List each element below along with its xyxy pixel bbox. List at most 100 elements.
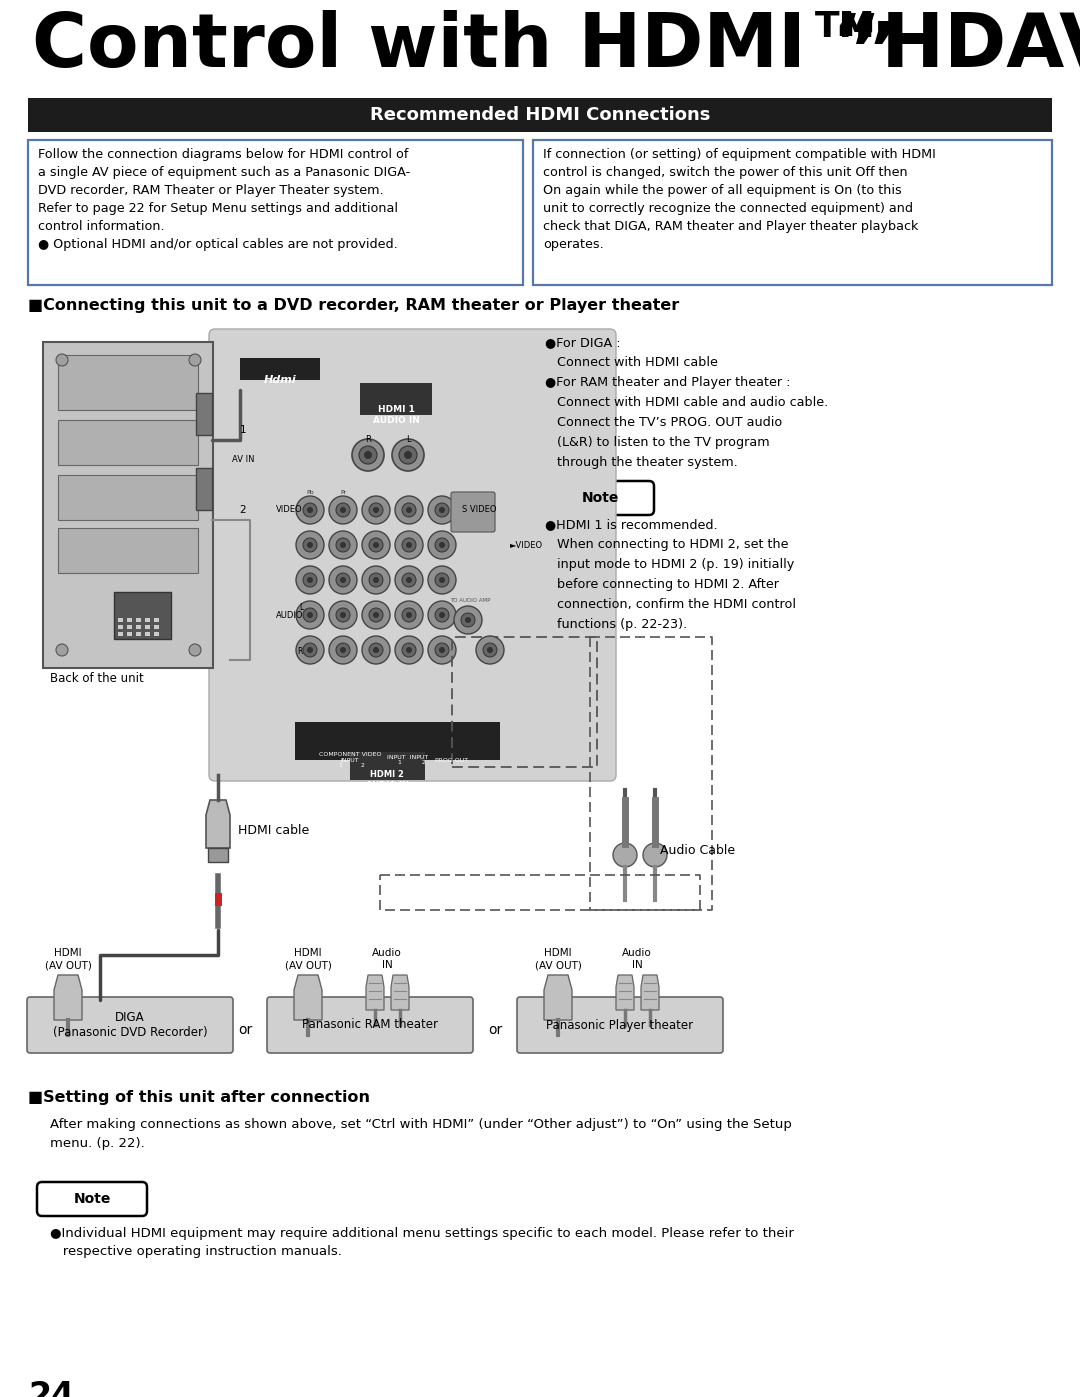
Polygon shape xyxy=(206,800,230,848)
Circle shape xyxy=(307,542,313,548)
Circle shape xyxy=(435,538,449,552)
Text: ●Individual HDMI equipment may require additional menu settings specific to each: ●Individual HDMI equipment may require a… xyxy=(50,1227,794,1259)
FancyBboxPatch shape xyxy=(210,330,616,781)
Circle shape xyxy=(303,573,318,587)
Text: Recommended HDMI Connections: Recommended HDMI Connections xyxy=(369,106,711,124)
Text: functions (p. 22-23).: functions (p. 22-23). xyxy=(545,617,687,631)
Text: Control with HDMI “HDAVI Control: Control with HDMI “HDAVI Control xyxy=(32,10,1080,82)
Circle shape xyxy=(296,531,324,559)
Text: ●For DIGA :: ●For DIGA : xyxy=(545,337,621,349)
Circle shape xyxy=(362,636,390,664)
Polygon shape xyxy=(642,975,659,1010)
Circle shape xyxy=(483,643,497,657)
Circle shape xyxy=(406,542,411,548)
Circle shape xyxy=(362,601,390,629)
Bar xyxy=(360,383,432,415)
Circle shape xyxy=(395,566,423,594)
Polygon shape xyxy=(294,975,322,1020)
Circle shape xyxy=(303,608,318,622)
Circle shape xyxy=(438,542,445,548)
Circle shape xyxy=(340,542,346,548)
Text: through the theater system.: through the theater system. xyxy=(545,455,738,469)
Bar xyxy=(195,468,212,510)
Circle shape xyxy=(56,644,68,657)
Text: S VIDEO: S VIDEO xyxy=(462,506,497,514)
Polygon shape xyxy=(366,975,384,1010)
Circle shape xyxy=(359,446,377,464)
Text: ●HDMI 1 is recommended.: ●HDMI 1 is recommended. xyxy=(545,518,717,531)
FancyBboxPatch shape xyxy=(37,1182,147,1215)
FancyBboxPatch shape xyxy=(451,492,495,532)
Bar xyxy=(118,624,123,629)
Text: PROG OUT: PROG OUT xyxy=(435,757,469,763)
FancyBboxPatch shape xyxy=(114,592,171,638)
Circle shape xyxy=(296,636,324,664)
Text: Audio Cable: Audio Cable xyxy=(660,844,735,856)
Circle shape xyxy=(362,566,390,594)
Circle shape xyxy=(395,601,423,629)
Bar xyxy=(145,617,150,622)
Circle shape xyxy=(189,353,201,366)
Circle shape xyxy=(340,612,346,617)
Circle shape xyxy=(438,577,445,583)
Bar xyxy=(154,631,159,636)
FancyBboxPatch shape xyxy=(43,342,213,668)
Bar xyxy=(136,631,141,636)
Circle shape xyxy=(362,531,390,559)
Circle shape xyxy=(329,496,357,524)
Circle shape xyxy=(438,612,445,617)
Text: Connect the TV’s PROG. OUT audio: Connect the TV’s PROG. OUT audio xyxy=(545,416,782,429)
Text: 24: 24 xyxy=(28,1380,75,1397)
Text: AV IN: AV IN xyxy=(232,455,254,464)
Polygon shape xyxy=(391,975,409,1010)
Text: ►VIDEO: ►VIDEO xyxy=(510,541,543,549)
Text: 2: 2 xyxy=(240,504,246,515)
Circle shape xyxy=(395,496,423,524)
Text: HDMI
(AV OUT): HDMI (AV OUT) xyxy=(44,949,92,970)
Text: Follow the connection diagrams below for HDMI control of
a single AV piece of eq: Follow the connection diagrams below for… xyxy=(38,148,410,251)
Text: VIDEO: VIDEO xyxy=(276,506,303,514)
Circle shape xyxy=(336,608,350,622)
Text: Pb: Pb xyxy=(307,489,314,495)
Circle shape xyxy=(307,647,313,652)
Text: ”: ” xyxy=(848,18,897,91)
Bar xyxy=(127,617,132,622)
Circle shape xyxy=(307,507,313,513)
Text: or: or xyxy=(488,1023,502,1037)
Circle shape xyxy=(395,531,423,559)
Text: COMPONENT VIDEO
INPUT
  1         2: COMPONENT VIDEO INPUT 1 2 xyxy=(319,752,381,768)
Text: HDMI
(AV OUT): HDMI (AV OUT) xyxy=(535,949,581,970)
Text: Pr: Pr xyxy=(340,489,346,495)
FancyBboxPatch shape xyxy=(546,481,654,515)
Circle shape xyxy=(428,566,456,594)
Bar xyxy=(28,98,1052,131)
Circle shape xyxy=(303,643,318,657)
Circle shape xyxy=(404,451,411,460)
Bar xyxy=(136,617,141,622)
Text: HDMI
(AV OUT): HDMI (AV OUT) xyxy=(284,949,332,970)
Circle shape xyxy=(329,636,357,664)
Circle shape xyxy=(296,566,324,594)
Circle shape xyxy=(435,503,449,517)
Polygon shape xyxy=(544,975,572,1020)
Circle shape xyxy=(369,538,383,552)
Text: ■Setting of this unit after connection: ■Setting of this unit after connection xyxy=(28,1090,370,1105)
Circle shape xyxy=(329,566,357,594)
Circle shape xyxy=(402,573,416,587)
Circle shape xyxy=(329,531,357,559)
Text: Panasonic Player theater: Panasonic Player theater xyxy=(546,1018,693,1031)
Circle shape xyxy=(392,439,424,471)
Circle shape xyxy=(336,538,350,552)
Circle shape xyxy=(340,507,346,513)
Circle shape xyxy=(296,496,324,524)
Bar xyxy=(350,752,426,780)
Circle shape xyxy=(399,446,417,464)
Text: Note: Note xyxy=(73,1192,110,1206)
Circle shape xyxy=(340,647,346,652)
Text: Connect with HDMI cable and audio cable.: Connect with HDMI cable and audio cable. xyxy=(545,395,828,409)
Circle shape xyxy=(487,647,492,652)
Circle shape xyxy=(373,647,379,652)
Circle shape xyxy=(369,573,383,587)
Text: Audio
IN: Audio IN xyxy=(373,949,402,970)
Circle shape xyxy=(307,612,313,617)
